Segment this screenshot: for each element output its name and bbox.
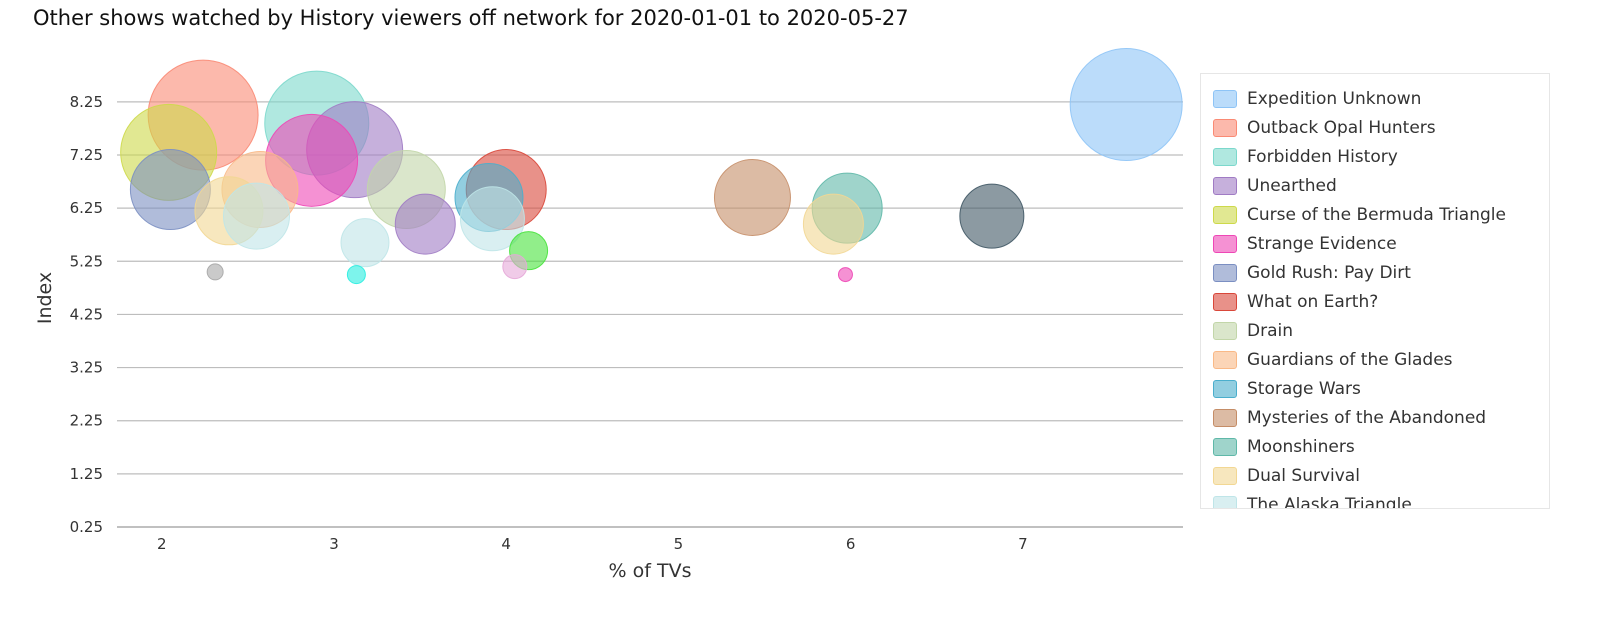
- y-tick-label: 4.25: [70, 305, 103, 323]
- legend-label: Forbidden History: [1247, 147, 1398, 167]
- legend-item[interactable]: Gold Rush: Pay Dirt: [1213, 261, 1411, 285]
- bubble-point[interactable]: [502, 254, 528, 280]
- x-tick-label: 7: [1018, 535, 1028, 553]
- y-tick-label: 1.25: [70, 465, 103, 483]
- y-tick-labels: 0.25 1.25 2.25 3.25 4.25 5.25 6.25 7.25 8.25: [70, 93, 103, 536]
- legend-swatch: [1213, 119, 1237, 137]
- legend-item[interactable]: Forbidden History: [1213, 145, 1398, 169]
- legend-label: Strange Evidence: [1247, 234, 1397, 254]
- x-axis-title: % of TVs: [609, 560, 692, 582]
- legend-swatch: [1213, 206, 1237, 224]
- y-tick-label: 8.25: [70, 93, 103, 111]
- legend-swatch: [1213, 409, 1237, 427]
- y-tick-label: 5.25: [70, 252, 103, 270]
- bubble-point[interactable]: [1069, 48, 1183, 162]
- bubble-point[interactable]: [222, 182, 290, 250]
- legend-swatch: [1213, 496, 1237, 508]
- legend-item[interactable]: Dual Survival: [1213, 464, 1360, 488]
- legend-swatch: [1213, 293, 1237, 311]
- legend-label: Storage Wars: [1247, 379, 1361, 399]
- legend-swatch: [1213, 351, 1237, 369]
- legend-label: What on Earth?: [1247, 292, 1379, 312]
- legend-item[interactable]: What on Earth?: [1213, 290, 1378, 314]
- y-axis-title: Index: [34, 272, 56, 324]
- bubble-point[interactable]: [340, 218, 390, 268]
- legend-swatch: [1213, 177, 1237, 195]
- bubble-point[interactable]: [802, 193, 864, 255]
- x-tick-label: 4: [501, 535, 511, 553]
- legend-swatch: [1213, 148, 1237, 166]
- y-tick-label: 0.25: [70, 518, 103, 536]
- legend-label: Drain: [1247, 321, 1293, 341]
- legend-item[interactable]: Moonshiners: [1213, 435, 1355, 459]
- legend-swatch: [1213, 467, 1237, 485]
- legend-label: Gold Rush: Pay Dirt: [1247, 263, 1411, 283]
- chart-title: Other shows watched by History viewers o…: [33, 6, 909, 30]
- legend-swatch: [1213, 380, 1237, 398]
- x-tick-label: 2: [157, 535, 167, 553]
- plot-area: 0.25 1.25 2.25 3.25 4.25 5.25 6.25 7.25 8.25 2 3 4…: [34, 48, 1183, 582]
- bubble-point[interactable]: [459, 186, 525, 252]
- legend-swatch: [1213, 264, 1237, 282]
- legend-label: Outback Opal Hunters: [1247, 118, 1436, 138]
- legend-item[interactable]: Storage Wars: [1213, 377, 1361, 401]
- legend-swatch: [1213, 90, 1237, 108]
- y-tick-label: 7.25: [70, 146, 103, 164]
- legend-label: Mysteries of the Abandoned: [1247, 408, 1487, 428]
- y-tick-label: 3.25: [70, 359, 103, 377]
- bubble-point[interactable]: [206, 263, 224, 281]
- legend-label: Dual Survival: [1247, 466, 1360, 486]
- y-tick-label: 2.25: [70, 412, 103, 430]
- bubbles: [120, 48, 1183, 285]
- bubble-point[interactable]: [837, 267, 853, 283]
- legend-label: The Alaska Triangle: [1247, 495, 1412, 509]
- legend-swatch: [1213, 322, 1237, 340]
- legend-swatch: [1213, 235, 1237, 253]
- legend-item[interactable]: Outback Opal Hunters: [1213, 116, 1436, 140]
- legend-item[interactable]: The Alaska Triangle: [1213, 493, 1412, 509]
- legend-item[interactable]: Expedition Unknown: [1213, 87, 1421, 111]
- x-tick-label: 6: [846, 535, 856, 553]
- legend-item[interactable]: Guardians of the Glades: [1213, 348, 1453, 372]
- legend-label: Moonshiners: [1247, 437, 1355, 457]
- legend-item[interactable]: Unearthed: [1213, 174, 1337, 198]
- bubble-point[interactable]: [959, 183, 1025, 249]
- bubble-point[interactable]: [346, 265, 366, 285]
- legend-swatch: [1213, 438, 1237, 456]
- legend-label: Guardians of the Glades: [1247, 350, 1453, 370]
- bubble-point[interactable]: [713, 159, 791, 237]
- x-tick-labels: 2 3 4 5 6 7: [157, 535, 1028, 553]
- legend-label: Unearthed: [1247, 176, 1337, 196]
- y-tick-label: 6.25: [70, 199, 103, 217]
- legend-item[interactable]: Drain: [1213, 319, 1293, 343]
- legend-item[interactable]: Strange Evidence: [1213, 232, 1397, 256]
- legend[interactable]: Expedition Unknown Outback Opal Hunters Fo…: [1200, 73, 1550, 509]
- legend-label: Curse of the Bermuda Triangle: [1247, 205, 1506, 225]
- bubble-point[interactable]: [394, 193, 456, 255]
- legend-label: Expedition Unknown: [1247, 89, 1422, 109]
- x-tick-label: 3: [329, 535, 339, 553]
- legend-item[interactable]: Mysteries of the Abandoned: [1213, 406, 1486, 430]
- legend-item[interactable]: Curse of the Bermuda Triangle: [1213, 203, 1506, 227]
- x-tick-label: 5: [674, 535, 684, 553]
